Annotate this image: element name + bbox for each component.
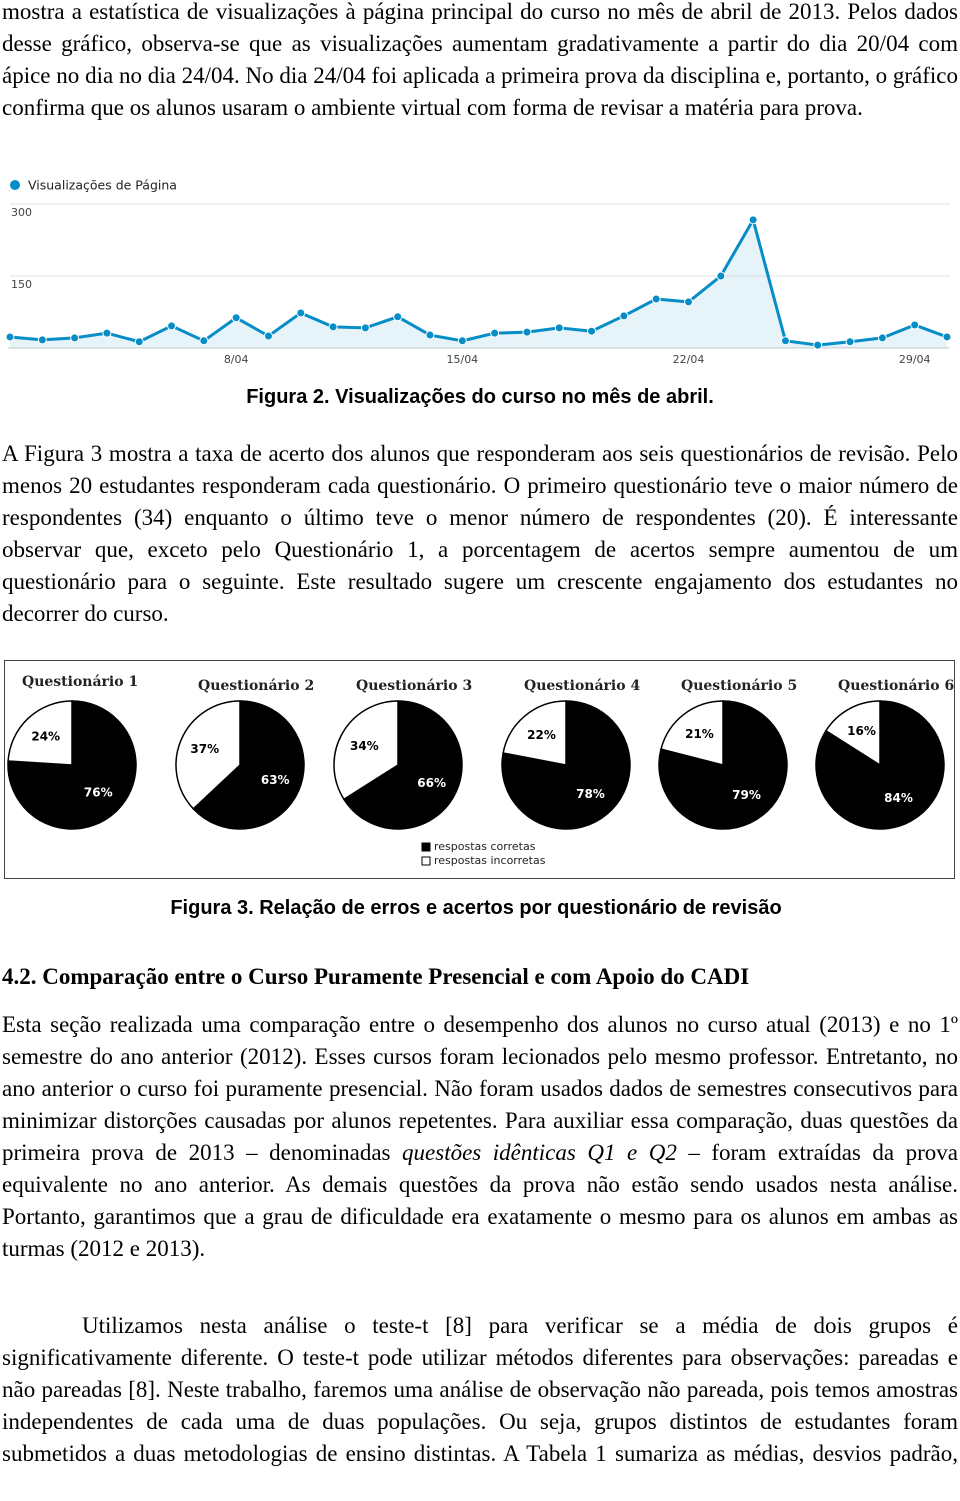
pie-value-label: 21% bbox=[685, 727, 714, 741]
text-run: – foram extraídas da prova equivalente n… bbox=[2, 1140, 958, 1261]
legend-marker bbox=[421, 842, 431, 852]
pie-slice bbox=[7, 700, 73, 766]
point bbox=[490, 328, 500, 338]
section-heading: 4.2. Comparação entre o Curso Puramente … bbox=[2, 964, 750, 989]
paragraph: mostra a estatística de visualizações à … bbox=[2, 0, 958, 120]
point bbox=[587, 326, 597, 336]
area bbox=[10, 219, 947, 348]
paragraph: Utilizamos nesta análise o teste-t [8] p… bbox=[2, 1313, 958, 1466]
point bbox=[134, 337, 144, 347]
line-chart: 150 300 8/04 15/04 22/04 29/04 Visualizações d… bbox=[5, 178, 952, 366]
pie-slice bbox=[192, 700, 305, 830]
pie-value-label: 24% bbox=[31, 730, 60, 744]
pie-slice bbox=[175, 700, 241, 810]
point bbox=[522, 327, 532, 337]
pie-slice bbox=[333, 700, 399, 801]
point bbox=[199, 336, 209, 346]
point bbox=[70, 333, 80, 343]
point bbox=[554, 323, 564, 333]
pie-value-label: 84% bbox=[884, 791, 913, 805]
pie-value-label: 79% bbox=[732, 788, 761, 802]
pie-value-label: 78% bbox=[576, 787, 605, 801]
point bbox=[813, 340, 823, 350]
figure-caption: Figura 3. Relação de erros e acertos por… bbox=[170, 897, 782, 919]
point bbox=[167, 321, 177, 331]
point bbox=[780, 336, 790, 346]
pie-value-label: 16% bbox=[847, 724, 876, 738]
pie-title: Questionário 2 bbox=[198, 678, 314, 694]
point bbox=[102, 328, 112, 338]
x-tick-label: 8/04 bbox=[224, 353, 249, 366]
pie-value-label: 63% bbox=[261, 773, 290, 787]
x-tick-label: 22/04 bbox=[673, 353, 705, 366]
point bbox=[684, 297, 694, 307]
legend-marker bbox=[10, 180, 20, 190]
point bbox=[877, 333, 887, 343]
legend-marker bbox=[421, 856, 431, 866]
pie-value-label: 66% bbox=[417, 776, 446, 790]
pie-title: Questionário 3 bbox=[356, 678, 472, 694]
legend-label: respostas incorretas bbox=[434, 854, 546, 867]
x-tick-label: 15/04 bbox=[446, 353, 478, 366]
pie-value-label: 34% bbox=[350, 739, 379, 753]
legend-label: Visualizações de Página bbox=[28, 178, 177, 193]
x-tick-label: 29/04 bbox=[899, 353, 931, 366]
pie-slice bbox=[502, 700, 567, 766]
point bbox=[716, 271, 726, 281]
point bbox=[748, 215, 758, 225]
point bbox=[910, 320, 920, 330]
text-run: Esta seção realizada uma comparação entr… bbox=[2, 1012, 958, 1165]
line bbox=[9, 215, 948, 347]
y-tick-label: 150 bbox=[11, 278, 32, 291]
point bbox=[651, 294, 661, 304]
paragraph: A Figura 3 mostra a taxa de acerto dos a… bbox=[2, 441, 958, 626]
pie-value-label: 22% bbox=[527, 728, 556, 742]
figure-border bbox=[4, 660, 955, 879]
point bbox=[328, 322, 338, 332]
point bbox=[360, 323, 370, 333]
pie-slice bbox=[342, 700, 463, 830]
pie-slice bbox=[501, 700, 631, 830]
pie-title: Questionário 5 bbox=[681, 678, 797, 694]
pie-title: Questionário 6 bbox=[838, 678, 954, 694]
point bbox=[425, 330, 435, 340]
pie-value-label: 76% bbox=[84, 785, 113, 799]
point bbox=[845, 337, 855, 347]
point bbox=[457, 336, 467, 346]
point bbox=[231, 313, 241, 323]
point bbox=[37, 335, 47, 345]
point bbox=[393, 312, 403, 322]
y-tick-label: 300 bbox=[11, 206, 32, 219]
pie-title: Questionário 4 bbox=[524, 678, 640, 694]
point bbox=[296, 308, 306, 318]
paragraph: Esta seção realizada uma comparação entr… bbox=[2, 1009, 958, 1265]
point bbox=[942, 332, 952, 342]
figure-caption: Figura 2. Visualizações do curso no mês … bbox=[246, 386, 714, 408]
pie-title: Questionário 1 bbox=[22, 674, 138, 690]
point bbox=[5, 332, 15, 342]
point bbox=[263, 331, 273, 341]
pie-value-label: 37% bbox=[190, 742, 219, 756]
pie-charts: Questionário 1 76% 24% Questionário 2 63% 37%… bbox=[4, 660, 955, 879]
point bbox=[619, 311, 629, 321]
text-run-italic: questões idênticas Q1 e Q2 bbox=[402, 1140, 677, 1165]
pie-slice bbox=[824, 700, 881, 767]
pie-slice bbox=[660, 700, 724, 766]
legend-label: respostas corretas bbox=[434, 840, 536, 853]
